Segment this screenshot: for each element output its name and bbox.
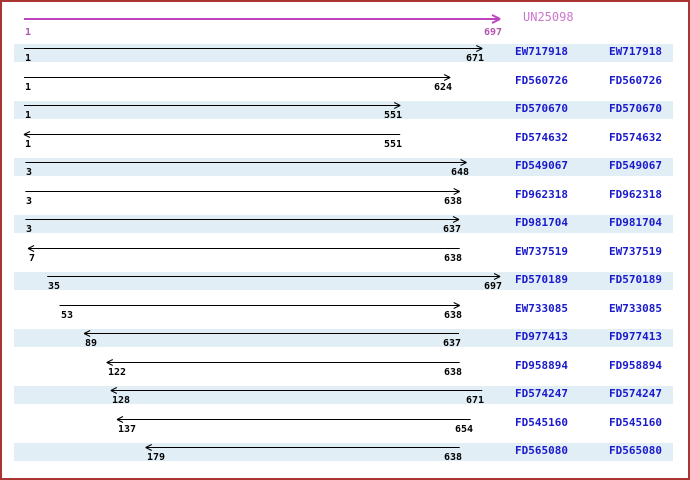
read-end-coord: 638 bbox=[443, 253, 462, 264]
contig-end-coord: 697 bbox=[483, 27, 502, 38]
read-end-coord: 637 bbox=[442, 338, 461, 349]
read-end-coord: 648 bbox=[450, 167, 469, 178]
read-arrow bbox=[116, 416, 471, 423]
read-name-link[interactable]: FD981704 bbox=[515, 216, 568, 229]
read-arrow bbox=[106, 359, 460, 366]
read-end-coord: 638 bbox=[443, 310, 462, 321]
contig-name-label: UN25098 bbox=[523, 10, 574, 24]
read-start-coord: 1 bbox=[25, 110, 32, 121]
read-end-coord: 638 bbox=[443, 452, 462, 463]
read-name-link[interactable]: FD549067 bbox=[515, 159, 568, 172]
read-name-link-secondary[interactable]: EW717918 bbox=[609, 45, 662, 58]
read-name-link[interactable]: FD570189 bbox=[515, 273, 568, 286]
read-name-link[interactable]: FD560726 bbox=[515, 74, 568, 87]
read-name-link-secondary[interactable]: FD962318 bbox=[609, 188, 662, 201]
read-name-link[interactable]: FD977413 bbox=[515, 330, 568, 343]
read-name-link[interactable]: FD958894 bbox=[515, 359, 568, 372]
read-end-coord: 671 bbox=[465, 395, 484, 406]
read-name-link-secondary[interactable]: EW733085 bbox=[609, 302, 662, 315]
read-name-link-secondary[interactable]: EW737519 bbox=[609, 245, 662, 258]
contig-start-coord: 1 bbox=[25, 27, 32, 38]
read-name-link-secondary[interactable]: FD574247 bbox=[609, 387, 662, 400]
read-end-coord: 638 bbox=[443, 367, 462, 378]
read-start-coord: 1 bbox=[25, 53, 32, 64]
read-name-link[interactable]: FD565080 bbox=[515, 444, 568, 457]
read-end-coord: 551 bbox=[383, 110, 402, 121]
read-start-coord: 7 bbox=[29, 253, 36, 264]
read-name-link-secondary[interactable]: FD565080 bbox=[609, 444, 662, 457]
read-name-link[interactable]: FD570670 bbox=[515, 102, 568, 115]
read-start-coord: 3 bbox=[26, 167, 33, 178]
read-start-coord: 1 bbox=[25, 82, 32, 93]
read-arrow bbox=[23, 131, 401, 138]
read-end-coord: 638 bbox=[443, 196, 462, 207]
read-arrow bbox=[23, 74, 451, 81]
read-name-link[interactable]: FD574632 bbox=[515, 131, 568, 144]
read-end-coord: 697 bbox=[483, 281, 502, 292]
read-start-coord: 137 bbox=[118, 424, 137, 435]
read-end-coord: 551 bbox=[383, 139, 402, 150]
read-name-link[interactable]: EW737519 bbox=[515, 245, 568, 258]
read-start-coord: 35 bbox=[48, 281, 61, 292]
read-name-link-secondary[interactable]: FD958894 bbox=[609, 359, 662, 372]
read-name-link-secondary[interactable]: FD977413 bbox=[609, 330, 662, 343]
read-start-coord: 3 bbox=[26, 224, 33, 235]
read-name-link-secondary[interactable]: FD981704 bbox=[609, 216, 662, 229]
read-end-coord: 671 bbox=[465, 53, 484, 64]
read-start-coord: 53 bbox=[61, 310, 74, 321]
read-name-link[interactable]: EW717918 bbox=[515, 45, 568, 58]
read-name-link-secondary[interactable]: FD545160 bbox=[609, 416, 662, 429]
read-arrow bbox=[27, 245, 460, 252]
read-end-coord: 654 bbox=[454, 424, 473, 435]
read-start-coord: 1 bbox=[25, 139, 32, 150]
read-start-coord: 122 bbox=[108, 367, 127, 378]
read-start-coord: 179 bbox=[147, 452, 166, 463]
read-start-coord: 3 bbox=[26, 196, 33, 207]
read-end-coord: 637 bbox=[442, 224, 461, 235]
read-start-coord: 89 bbox=[85, 338, 98, 349]
contig-arrow bbox=[23, 14, 501, 24]
read-arrow bbox=[59, 302, 460, 309]
read-arrow bbox=[25, 188, 460, 195]
read-name-link[interactable]: FD545160 bbox=[515, 416, 568, 429]
read-name-link[interactable]: EW733085 bbox=[515, 302, 568, 315]
read-name-link-secondary[interactable]: FD560726 bbox=[609, 74, 662, 87]
read-name-link-secondary[interactable]: FD570670 bbox=[609, 102, 662, 115]
read-name-link-secondary[interactable]: FD549067 bbox=[609, 159, 662, 172]
read-name-link-secondary[interactable]: FD570189 bbox=[609, 273, 662, 286]
read-start-coord: 128 bbox=[112, 395, 131, 406]
read-name-link[interactable]: FD574247 bbox=[515, 387, 568, 400]
read-end-coord: 624 bbox=[433, 82, 452, 93]
read-name-link-secondary[interactable]: FD574632 bbox=[609, 131, 662, 144]
read-name-link[interactable]: FD962318 bbox=[515, 188, 568, 201]
